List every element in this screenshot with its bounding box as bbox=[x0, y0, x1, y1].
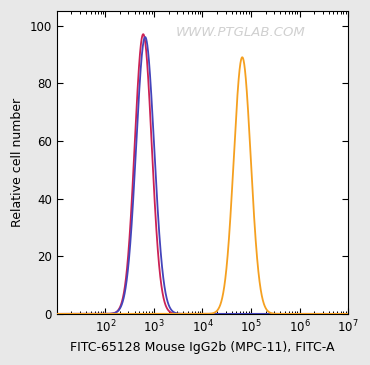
Text: WWW.PTGLAB.COM: WWW.PTGLAB.COM bbox=[175, 26, 305, 39]
Y-axis label: Relative cell number: Relative cell number bbox=[11, 98, 24, 227]
X-axis label: FITC-65128 Mouse IgG2b (MPC-11), FITC-A: FITC-65128 Mouse IgG2b (MPC-11), FITC-A bbox=[70, 341, 335, 354]
